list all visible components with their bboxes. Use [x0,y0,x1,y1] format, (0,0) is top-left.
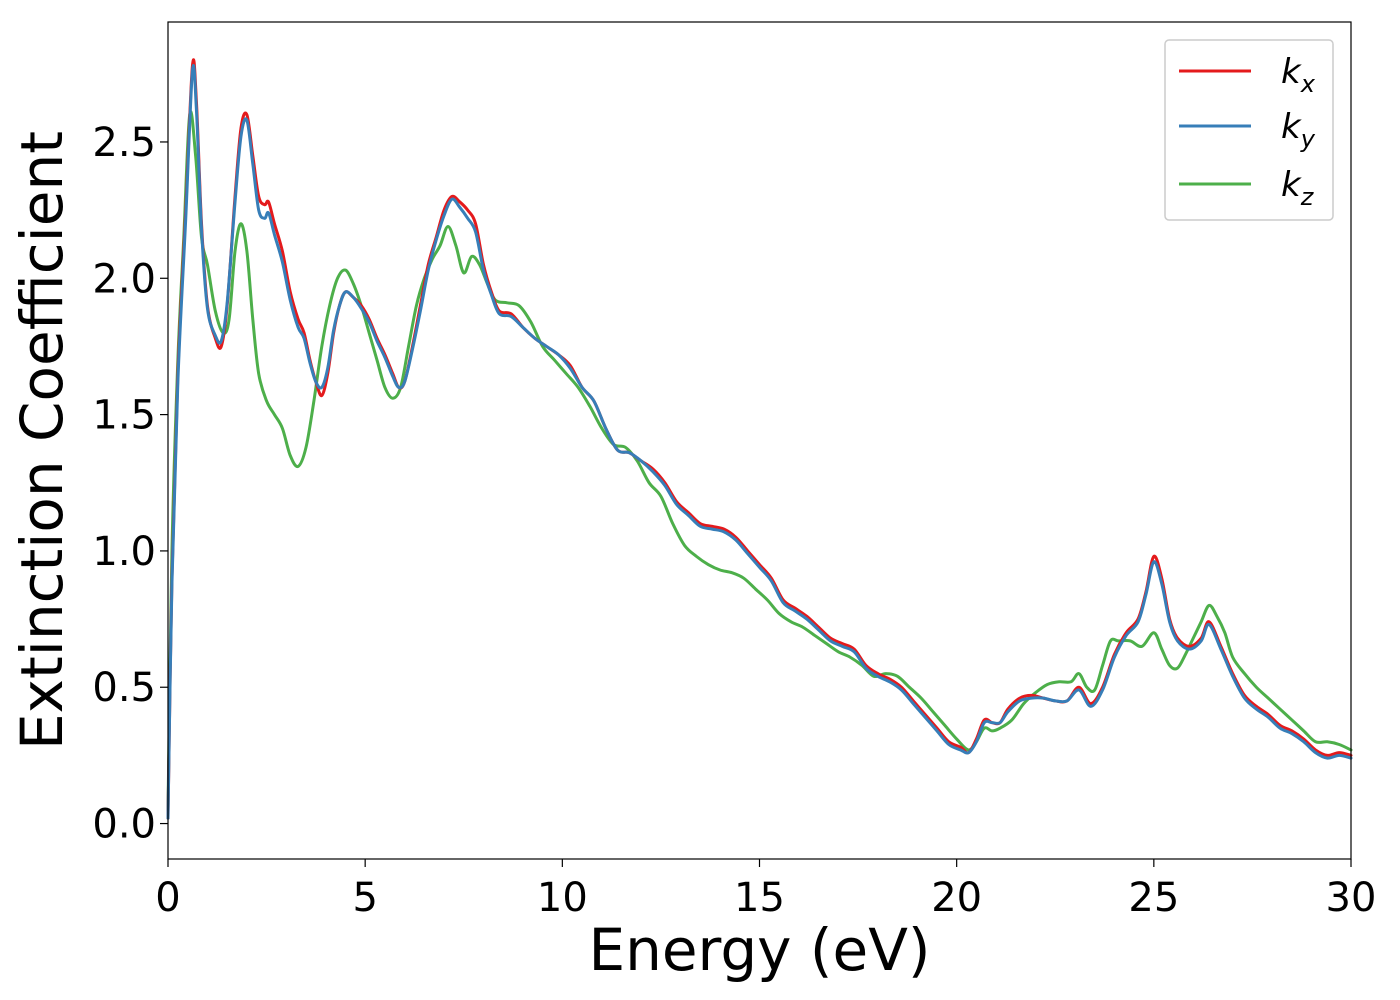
y-tick-label: 1.0 [92,529,156,575]
y-tick-label: 2.0 [92,256,156,302]
y-axis-title: Extinction Coefficient [8,131,76,750]
series-line-kz [166,110,1353,812]
x-axis: 0 5 10 15 20 25 30 [155,859,1376,921]
x-tick-label: 15 [734,875,785,921]
x-tick-label: 5 [352,875,377,921]
x-tick-label: 0 [155,875,180,921]
series-layer [166,58,1353,820]
x-axis-title: Energy (eV) [588,916,930,984]
x-tick-label: 20 [931,875,982,921]
series-line-ky [166,64,1353,820]
legend-subscript: y [1300,125,1316,153]
y-tick-label: 2.5 [92,120,156,166]
legend-subscript: x [1300,70,1316,98]
legend-frame [1164,39,1334,221]
x-tick-label: 25 [1128,875,1179,921]
y-axis: 0.0 0.5 1.0 1.5 2.0 2.5 [92,120,168,848]
legend-subscript: z [1300,183,1315,211]
y-tick-label: 0.0 [92,802,156,848]
y-tick-label: 1.5 [92,393,156,439]
x-tick-label: 10 [537,875,588,921]
y-tick-label: 0.5 [92,665,156,711]
x-tick-label: 30 [1326,875,1377,921]
